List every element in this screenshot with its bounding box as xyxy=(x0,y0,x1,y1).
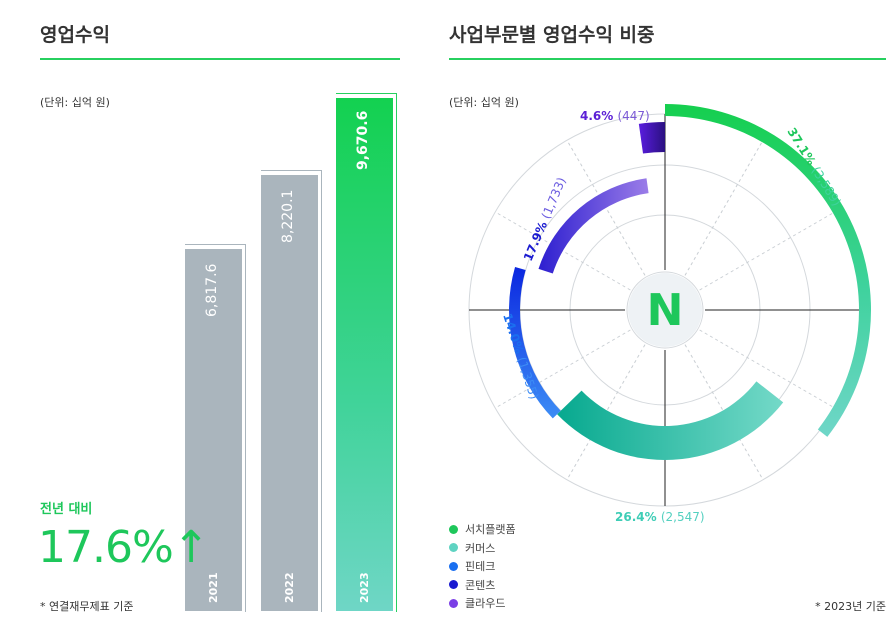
grid-spoke xyxy=(684,344,764,480)
bar-2021 xyxy=(185,249,242,611)
segment-title: 사업부문별 영업수익 비중 xyxy=(449,24,655,46)
arc-cloud xyxy=(638,122,665,154)
legend-dot-icon xyxy=(449,580,458,590)
grid-spoke xyxy=(699,329,835,409)
bar-year-label: 2022 xyxy=(283,572,296,603)
grid-circle xyxy=(626,271,704,349)
bar-year-label: 2023 xyxy=(358,572,371,603)
revenue-title-rule xyxy=(40,58,400,60)
grid-spoke xyxy=(699,211,835,291)
legend-label: 클라우드 xyxy=(465,597,506,611)
bar-2023 xyxy=(336,98,393,611)
legend-label: 커머스 xyxy=(465,541,496,555)
legend-item: 클라우드 xyxy=(449,594,516,613)
growth-label: 전년 대비 xyxy=(40,502,93,517)
grid-spoke xyxy=(684,140,764,276)
growth-value: 17.6%↑ xyxy=(38,522,210,573)
label-search: 37.1% (3,589) xyxy=(784,125,843,208)
legend-item: 핀테크 xyxy=(449,557,516,576)
segment-title-rule xyxy=(449,58,886,60)
consolidated-note: * 연결재무제표 기준 xyxy=(40,600,134,613)
bar-frame-2022 xyxy=(261,169,322,612)
legend-item: 콘텐츠 xyxy=(449,576,516,595)
bar-2022 xyxy=(261,174,318,611)
arc-fintech xyxy=(509,267,561,419)
arc-commerce xyxy=(557,381,784,460)
bar-value-label: 8,220.1 xyxy=(280,189,296,243)
legend-item: 서치플랫폼 xyxy=(449,520,516,539)
logo-letter: N xyxy=(647,285,684,336)
bar-value-label: 9,670.6 xyxy=(355,110,371,170)
segment-unit: (단위: 십억 원) xyxy=(449,96,519,109)
label-commerce: 26.4% (2,547) xyxy=(615,510,705,524)
label-cloud: 4.6% (447) xyxy=(580,109,650,123)
year-note: * 2023년 기준 xyxy=(815,600,886,613)
legend-label: 핀테크 xyxy=(465,560,496,574)
revenue-title: 영업수익 xyxy=(40,24,110,46)
revenue-unit: (단위: 십억 원) xyxy=(40,96,110,109)
bar-frame-2021 xyxy=(185,244,246,612)
segment-radial-chart: N37.1% (3,589)26.4% (2,547)14.0% (1,355)… xyxy=(468,104,871,524)
legend-label: 콘텐츠 xyxy=(465,578,496,592)
legend-dot-icon xyxy=(449,524,458,534)
grid-spoke xyxy=(566,344,646,480)
bar-value-label: 6,817.6 xyxy=(204,263,220,318)
bar-year-label: 2021 xyxy=(207,572,220,603)
legend-dot-icon xyxy=(449,561,458,571)
legend-dot-icon xyxy=(449,543,458,553)
arc-content xyxy=(538,178,649,274)
legend-item: 커머스 xyxy=(449,539,516,558)
legend-dot-icon xyxy=(449,598,458,608)
legend-label: 서치플랫폼 xyxy=(465,523,516,537)
logo-circle xyxy=(628,273,702,347)
bar-frame-2023 xyxy=(336,93,397,612)
arc-search xyxy=(665,104,871,437)
